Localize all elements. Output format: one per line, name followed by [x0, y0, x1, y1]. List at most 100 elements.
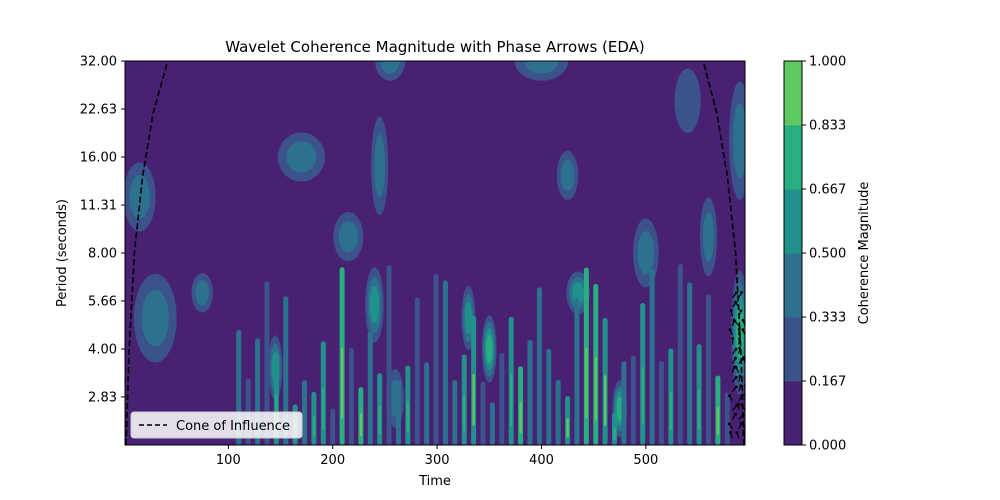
coherence-blob-20-level-3 — [637, 231, 655, 275]
coherence-stripe-core-326 — [463, 395, 466, 432]
phase-arrow-head-45 — [734, 291, 738, 295]
coherence-blob-16-level-3 — [732, 103, 745, 179]
phase-arrow-head-43 — [733, 300, 737, 304]
x-tick-label-500: 500 — [633, 453, 658, 468]
coherence-stripe-200 — [330, 408, 336, 445]
coherence-stripe-479 — [621, 361, 627, 445]
coherence-stripe-308 — [442, 280, 448, 445]
coherence-stripe-434 — [574, 298, 580, 445]
coherence-stripe-155 — [283, 296, 289, 445]
phase-arrow-44 — [744, 306, 745, 308]
colorbar-band-4 — [784, 125, 802, 190]
phase-arrows — [727, 291, 750, 439]
x-tick-label-400: 400 — [529, 453, 554, 468]
phase-arrow-head-33 — [728, 328, 732, 332]
colorbar-tick-label-2: 0.333 — [809, 311, 846, 326]
colorbar-tick-label-5: 0.833 — [809, 119, 846, 134]
phase-arrow-head-39 — [729, 309, 733, 312]
colorbar-band-0 — [784, 381, 802, 446]
coherence-blob-6-level-3 — [374, 134, 386, 198]
coherence-stripe-core-551 — [697, 389, 701, 430]
cone-of-influence — [125, 61, 745, 445]
coherence-stripe-core-380 — [519, 401, 522, 434]
coherence-stripe-416 — [555, 379, 561, 445]
phase-arrow-head-18 — [734, 376, 738, 379]
coherence-blob-13-level-5 — [616, 396, 623, 421]
coherence-stripe-core-425 — [566, 418, 569, 438]
phase-arrow-head-1 — [735, 431, 739, 434]
coherence-stripe-137 — [264, 281, 270, 445]
coherence-stripe-254 — [386, 264, 392, 445]
coherence-stripe-542 — [687, 282, 693, 445]
phase-arrow-head-10 — [736, 402, 740, 406]
coherence-blob-21-level-2 — [674, 68, 701, 134]
coherence-blob-5-level-4 — [369, 286, 380, 324]
y-axis-ticks: 2.83 4.00 5.66 8.00 11.31 16.00 22.63 32.00 — [80, 55, 125, 405]
coherence-blob-10-level-4 — [572, 282, 584, 304]
phase-arrow-head-23 — [747, 366, 750, 369]
coherence-stripe-core-461 — [603, 375, 607, 426]
coherence-stripe-core-335 — [472, 374, 475, 426]
phase-arrow-head-5 — [740, 422, 744, 426]
cone-of-influence-left — [125, 61, 169, 445]
coherence-stripe-core-227 — [359, 413, 363, 437]
coherence-stripe-389 — [527, 340, 533, 445]
phase-arrow-head-38 — [741, 318, 745, 322]
phase-arrow-29 — [744, 352, 745, 354]
coherence-stripe-488 — [630, 355, 636, 445]
phase-arrow-head-13 — [740, 394, 744, 398]
coherence-stripes — [236, 264, 730, 445]
colorbar-tick-label-4: 0.667 — [809, 183, 846, 198]
coherence-blob-8-level-3 — [380, 61, 400, 74]
colorbar-tick-label-6: 1.000 — [809, 55, 846, 70]
coherence-blob-9-level-3 — [560, 159, 575, 192]
phase-arrow-head-30 — [731, 337, 735, 340]
phase-arrow-head-26 — [742, 355, 745, 359]
coherence-stripe-560 — [705, 294, 711, 445]
coherence-blob-18-level-3 — [338, 221, 358, 253]
phase-arrow-32 — [744, 343, 745, 345]
colorbar: 0.000 0.167 0.333 0.500 0.667 0.833 1.000 — [783, 55, 846, 454]
phase-arrow-head-46 — [740, 291, 744, 294]
coherence-blob-2-level-3 — [129, 174, 150, 219]
coherence-stripe-236 — [367, 331, 373, 445]
coherence-stripe-353 — [489, 402, 495, 445]
phase-arrow-head-16 — [739, 384, 743, 388]
coherence-stripe-core-497 — [641, 366, 644, 424]
coherence-stripe-218 — [348, 347, 354, 445]
y-tick-label-1: 4.00 — [88, 343, 117, 358]
coherence-stripe-578 — [724, 392, 730, 445]
coherence-stripe-core-452 — [594, 356, 597, 421]
phase-arrow-head-28 — [738, 346, 742, 350]
coherence-stripe-506 — [649, 269, 655, 445]
phase-arrow-head-40 — [739, 309, 743, 313]
colorbar-band-3 — [784, 189, 802, 254]
phase-arrow-8 — [744, 418, 745, 420]
y-axis-label: Period (seconds) — [55, 199, 70, 307]
phase-arrow-head-12 — [727, 394, 731, 398]
coherence-stripe-core-371 — [509, 374, 513, 426]
phase-arrow-head-24 — [734, 356, 737, 360]
phase-arrow-head-22 — [734, 365, 738, 369]
coherence-stripe-344 — [480, 381, 486, 445]
phase-arrow-head-20 — [746, 375, 749, 378]
coherence-blob-12-level-5 — [486, 334, 493, 364]
phase-arrow-head-19 — [738, 374, 742, 378]
x-tick-label-300: 300 — [425, 453, 450, 468]
coherence-stripe-515 — [658, 360, 664, 445]
colorbar-label: Coherence Magnitude — [857, 182, 872, 325]
y-tick-label-2: 5.66 — [88, 294, 117, 309]
y-tick-label-4: 11.31 — [80, 199, 117, 214]
phase-arrow-head-29 — [747, 348, 750, 351]
x-axis-label: Time — [418, 474, 451, 489]
colorbar-tick-label-3: 0.500 — [809, 247, 846, 262]
colorbar-band-2 — [784, 253, 802, 318]
coherence-stripe-core-272 — [406, 401, 410, 434]
coherence-stripe-281 — [414, 297, 420, 445]
legend-label: Cone of Influence — [176, 419, 290, 434]
x-tick-label-200: 200 — [320, 453, 345, 468]
y-tick-label-0: 2.83 — [88, 390, 117, 405]
coherence-stripe-407 — [546, 348, 552, 445]
phase-arrow-head-9 — [735, 404, 739, 408]
